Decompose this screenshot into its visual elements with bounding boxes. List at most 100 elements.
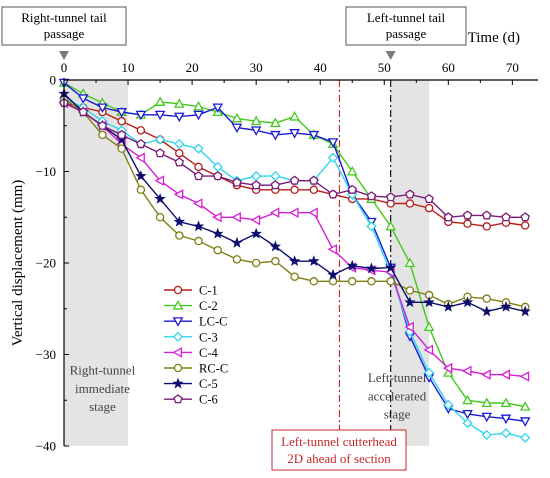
x-tick-label-0: 0	[61, 60, 68, 75]
legend-marker-c-5	[172, 377, 184, 389]
point-c-6-14	[328, 189, 338, 199]
series-c-4	[58, 97, 530, 382]
point-c-3-11	[270, 170, 281, 182]
point-c-5-11	[269, 240, 282, 252]
legend-marker-c-6	[173, 394, 183, 404]
point-c-3-22	[481, 429, 492, 441]
point-c-6-12	[289, 175, 300, 185]
point-c-5-14	[327, 268, 339, 280]
point-c-2-10	[250, 115, 262, 126]
point-lc-c-13	[308, 130, 320, 141]
annotations: Right-tunnel tail passage Left-tunnel tail…	[1, 6, 467, 471]
x-tick-label-70: 70	[506, 60, 519, 75]
legend-item-c-2: C-2	[164, 299, 218, 313]
legend-label-c-4: C-4	[199, 346, 219, 360]
point-c-2-6	[173, 98, 185, 108]
top-marker-triangle-1	[59, 51, 69, 60]
point-c-2-23	[500, 397, 512, 408]
legend-label-c-3: C-3	[199, 330, 218, 344]
point-c-5-6	[173, 215, 185, 227]
point-lc-c-6	[173, 112, 185, 123]
point-c-1-13	[309, 185, 319, 195]
y-tick-label--10: −10	[36, 164, 56, 179]
axes: 0 10 20 30 40 50 60 70 0 −10 −20 −30 −40 Time (d) Vert…	[10, 30, 538, 454]
point-c-1-3	[117, 116, 126, 126]
point-c-2-21	[462, 394, 473, 405]
point-c-6-17	[385, 192, 396, 202]
point-rc-c-5	[155, 212, 165, 222]
point-lc-c-3	[116, 108, 127, 118]
point-c-6-10	[251, 180, 261, 190]
y-axis-title: Vertical displacement (mm)	[10, 180, 26, 347]
point-c-4-6	[173, 189, 184, 200]
point-lc-c-12	[289, 129, 300, 139]
point-lc-c-5	[154, 110, 166, 121]
point-c-5-24	[519, 305, 531, 317]
point-rc-c-13	[309, 277, 319, 286]
point-c-6-18	[405, 189, 415, 199]
point-c-2-22	[481, 397, 493, 408]
x-tick-label-10: 10	[122, 60, 135, 75]
point-lc-c-1	[77, 94, 89, 104]
point-c-5-10	[250, 227, 262, 239]
legend-marker-lc-c	[172, 317, 184, 327]
point-c-5-12	[288, 255, 301, 267]
point-lc-c-22	[481, 412, 493, 423]
point-rc-c-16	[367, 277, 376, 286]
point-c-6-15	[347, 184, 358, 194]
point-lc-c-14	[327, 138, 339, 148]
top-marker-box-1	[1, 6, 127, 46]
point-rc-c-6	[175, 231, 184, 240]
point-c-5-16	[365, 262, 378, 274]
top-marker-triangle-2	[385, 51, 396, 60]
legend-item-c-1: C-1	[164, 284, 218, 298]
series-line-c-4	[63, 102, 526, 378]
series-c-6	[59, 97, 530, 222]
y-tick-label--20: −20	[36, 256, 56, 271]
point-c-6-3	[116, 129, 127, 139]
legend-marker-c-4	[172, 347, 183, 358]
top-marker-label-2: Left-tunnel tail passage	[367, 10, 446, 41]
point-c-4-7	[192, 198, 203, 209]
x-axis-title: Time (d)	[468, 30, 520, 46]
point-c-2-18	[404, 257, 416, 268]
series-line-c-1	[63, 102, 526, 228]
point-lc-c-9	[231, 123, 243, 134]
point-c-3-6	[174, 138, 185, 150]
point-c-6-16	[366, 191, 377, 201]
point-c-6-13	[309, 175, 319, 185]
legend-item-rc-c: RC-C	[164, 362, 228, 376]
legend-label-c-6: C-6	[199, 393, 218, 407]
point-c-5-15	[346, 259, 358, 271]
point-c-3-7	[193, 143, 204, 154]
point-c-4-5	[154, 175, 165, 186]
point-c-3-14	[327, 152, 339, 163]
point-c-4-18	[404, 321, 414, 333]
point-c-2-15	[346, 165, 358, 176]
legend-label-lc-c: LC-C	[199, 315, 227, 329]
point-c-6-4	[136, 139, 146, 149]
series-c-3	[58, 93, 531, 443]
legend-label-rc-c: RC-C	[199, 362, 228, 376]
point-c-6-23	[501, 212, 511, 222]
x-tick-label-50: 50	[378, 60, 391, 75]
y-tick-label-0: 0	[50, 73, 57, 88]
legend-label-c-1: C-1	[199, 284, 218, 298]
point-c-6-22	[481, 210, 492, 220]
point-c-4-20	[442, 362, 453, 374]
legend-item-c-3: C-3	[164, 330, 218, 344]
point-lc-c-7	[193, 110, 204, 121]
series-c-5	[58, 87, 531, 317]
point-c-4-22	[481, 369, 491, 380]
point-c-1-21	[463, 219, 472, 228]
point-c-1-7	[194, 162, 203, 172]
point-rc-c-17	[386, 277, 395, 286]
point-c-2-7	[193, 100, 204, 111]
point-c-6-2	[97, 120, 108, 130]
point-rc-c-14	[328, 277, 338, 286]
point-c-4-13	[308, 207, 318, 218]
point-c-4-4	[135, 152, 145, 164]
x-tick-label-30: 30	[250, 60, 263, 75]
point-rc-c-15	[347, 277, 357, 286]
point-rc-c-7	[194, 236, 203, 246]
